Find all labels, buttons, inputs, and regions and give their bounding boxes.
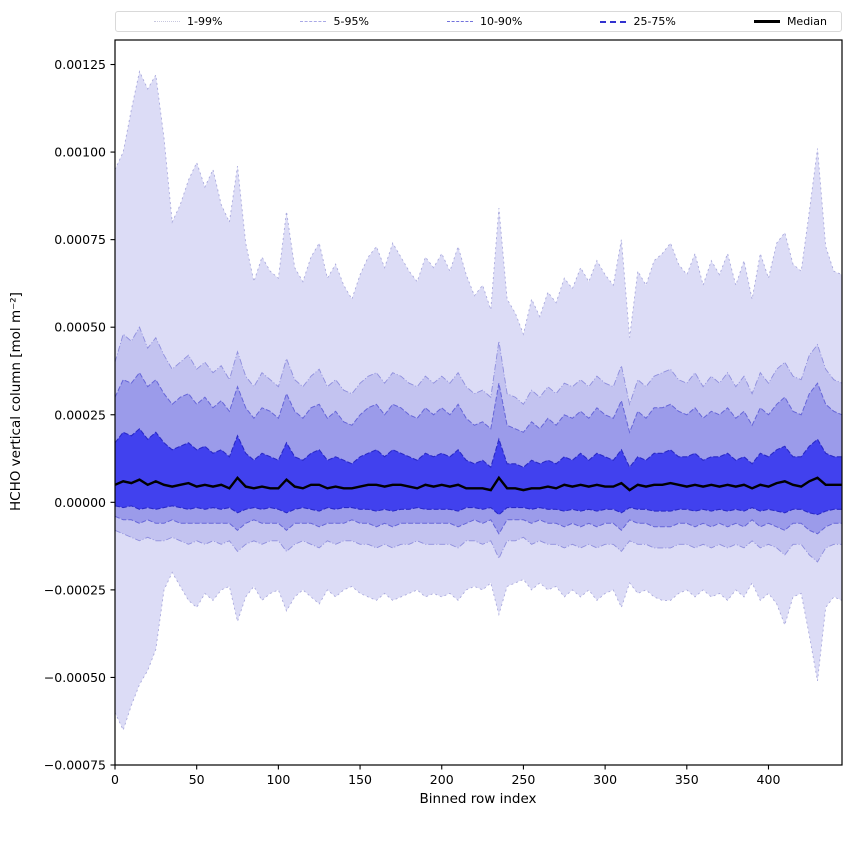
svg-text:0.00125: 0.00125: [54, 57, 106, 72]
svg-text:0.00000: 0.00000: [54, 495, 106, 510]
legend-line-sample-10-90: [446, 21, 473, 22]
svg-text:0.00025: 0.00025: [54, 407, 106, 422]
svg-text:0.00050: 0.00050: [54, 320, 106, 335]
svg-text:300: 300: [593, 772, 617, 787]
svg-text:−0.00075: −0.00075: [44, 758, 106, 773]
legend-item-10-90: 10-90%: [446, 15, 523, 28]
svg-text:100: 100: [266, 772, 290, 787]
legend-item-1-99: 1-99%: [154, 16, 222, 27]
legend-line-sample-5-95: [300, 21, 327, 22]
svg-text:50: 50: [189, 772, 205, 787]
legend-label: 5-95%: [333, 15, 369, 28]
legend-line-sample-median: [753, 20, 780, 23]
legend-label: Median: [786, 15, 827, 28]
legend-line-sample-25-75: [600, 20, 627, 23]
legend-label: 1-99%: [187, 15, 223, 28]
svg-text:400: 400: [757, 772, 781, 787]
svg-text:200: 200: [430, 772, 454, 787]
y-axis-label: HCHO vertical column [mol m⁻²]: [8, 292, 24, 512]
svg-text:350: 350: [675, 772, 699, 787]
legend-item-median: Median: [753, 15, 827, 28]
svg-text:0.00100: 0.00100: [54, 145, 106, 160]
svg-text:250: 250: [511, 772, 535, 787]
legend-item-25-75: 25-75%: [600, 15, 676, 28]
svg-text:0: 0: [111, 772, 119, 787]
legend-line-sample-1-99: [154, 21, 180, 22]
x-axis-label: Binned row index: [419, 791, 537, 807]
svg-text:−0.00025: −0.00025: [44, 582, 106, 597]
svg-text:−0.00050: −0.00050: [44, 670, 106, 685]
svg-text:0.00075: 0.00075: [54, 232, 106, 247]
svg-text:150: 150: [348, 772, 372, 787]
legend-item-5-95: 5-95%: [300, 15, 369, 28]
legend-label: 25-75%: [633, 15, 676, 28]
legend-label: 10-90%: [479, 15, 523, 28]
legend: 1-99% 5-95% 10-90% 25-75% Median: [115, 11, 842, 32]
